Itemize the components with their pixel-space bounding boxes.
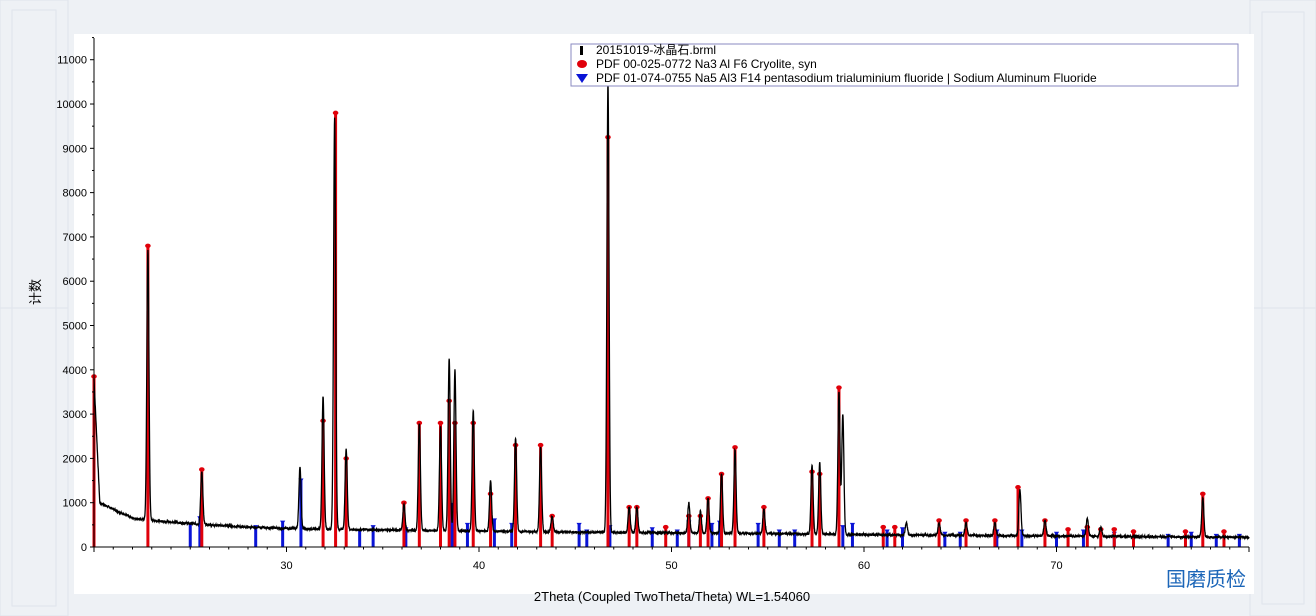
cryolite-marker [416, 420, 423, 426]
legend-entry-chiolite: PDF 01-074-0755 Na5 Al3 F14 pentasodium … [596, 71, 1097, 85]
cryolite-marker [437, 420, 444, 426]
legend-entry-measured: 20151019-冰晶石.brml [596, 43, 716, 57]
x-tick-label: 50 [665, 560, 677, 572]
y-tick-label: 5000 [63, 321, 87, 333]
y-tick-label: 6000 [63, 276, 87, 288]
chiolite-marker [491, 518, 497, 523]
cryolite-marker [992, 518, 998, 523]
watermark-brand: 国磨质检 [1166, 567, 1246, 591]
cryolite-marker [963, 518, 969, 523]
x-tick-label: 60 [858, 560, 870, 572]
measured-pattern-line [93, 81, 1250, 541]
chiolite-marker [899, 527, 906, 532]
chiolite-marker [1080, 529, 1087, 534]
chiolite-marker [849, 522, 856, 528]
cryolite-marker [1111, 527, 1118, 532]
legend-marker-measured [580, 46, 583, 55]
cryolite-marker [452, 420, 458, 426]
cryolite-marker [1221, 529, 1227, 534]
y-tick-label: 2000 [63, 453, 87, 465]
plot-background [74, 34, 1254, 594]
cryolite-marker [320, 418, 326, 423]
chiolite-marker [1188, 531, 1194, 537]
chiolite-marker [884, 529, 890, 534]
y-tick-label: 10000 [56, 99, 87, 111]
x-tick-label: 30 [280, 560, 292, 572]
cryolite-marker [199, 467, 205, 472]
y-tick-label: 4000 [63, 365, 87, 377]
legend-marker-chiolite [576, 74, 588, 83]
chiolite-marker [776, 529, 782, 534]
cryolite-marker [662, 524, 669, 530]
chiolite-marker [370, 525, 376, 530]
cryolite-marker [549, 513, 555, 519]
y-tick-label: 11000 [57, 55, 87, 67]
cryolite-marker [145, 243, 151, 248]
y-tick-label: 3000 [63, 409, 87, 421]
cryolite-marker [332, 110, 339, 116]
x-axis-title: 2Theta (Coupled TwoTheta/Theta) WL=1.540… [534, 589, 810, 604]
chiolite-marker [649, 527, 655, 532]
chiolite-marker [942, 531, 948, 537]
axes: 0 1000 2000 3000 4000 5000 6000 7000 8000 9000 100… [56, 37, 1250, 572]
cryolite-marker [1065, 527, 1071, 532]
y-tick-label: 9000 [63, 143, 87, 155]
y-tick-label: 0 [81, 542, 87, 554]
chiolite-marker [280, 520, 286, 526]
cryolite-marker [1182, 529, 1189, 534]
y-tick-label: 8000 [63, 188, 87, 200]
cryolite-marker [446, 398, 452, 404]
cryolite-marker [761, 504, 767, 510]
y-tick-label: 7000 [63, 232, 87, 244]
x-tick-label: 40 [473, 560, 485, 572]
legend-box [570, 43, 1239, 87]
y-axis-title: 计数 [28, 279, 43, 305]
cryolite-marker [537, 442, 544, 448]
legend: 20151019-冰晶石.brml PDF 00-025-0772 Na3 Al… [570, 43, 1239, 87]
cryolite-marker [1200, 491, 1206, 497]
cryolite-marker [936, 518, 942, 523]
cryolite-marker [836, 385, 842, 390]
cryolite-marker [892, 524, 898, 530]
chiolite-marker [709, 522, 715, 528]
cryolite-reference-layer [91, 110, 1227, 547]
cryolite-marker [732, 445, 738, 450]
cryolite-marker [487, 491, 494, 497]
chiolite-marker [755, 522, 761, 528]
chiolite-marker [576, 522, 582, 528]
cryolite-marker [1015, 484, 1021, 490]
chiolite-marker [1053, 531, 1060, 537]
cryolite-marker [880, 524, 887, 530]
cryolite-marker [1130, 529, 1137, 534]
y-tick-label: 1000 [63, 498, 87, 510]
chiolite-marker [792, 529, 798, 534]
legend-entry-cryolite: PDF 00-025-0772 Na3 Al F6 Cryolite, syn [596, 57, 817, 71]
cryolite-marker [686, 513, 692, 519]
chiolite-marker [840, 525, 846, 530]
chiolite-marker [464, 522, 471, 528]
legend-marker-cryolite [577, 60, 587, 68]
x-tick-label: 70 [1050, 560, 1062, 572]
